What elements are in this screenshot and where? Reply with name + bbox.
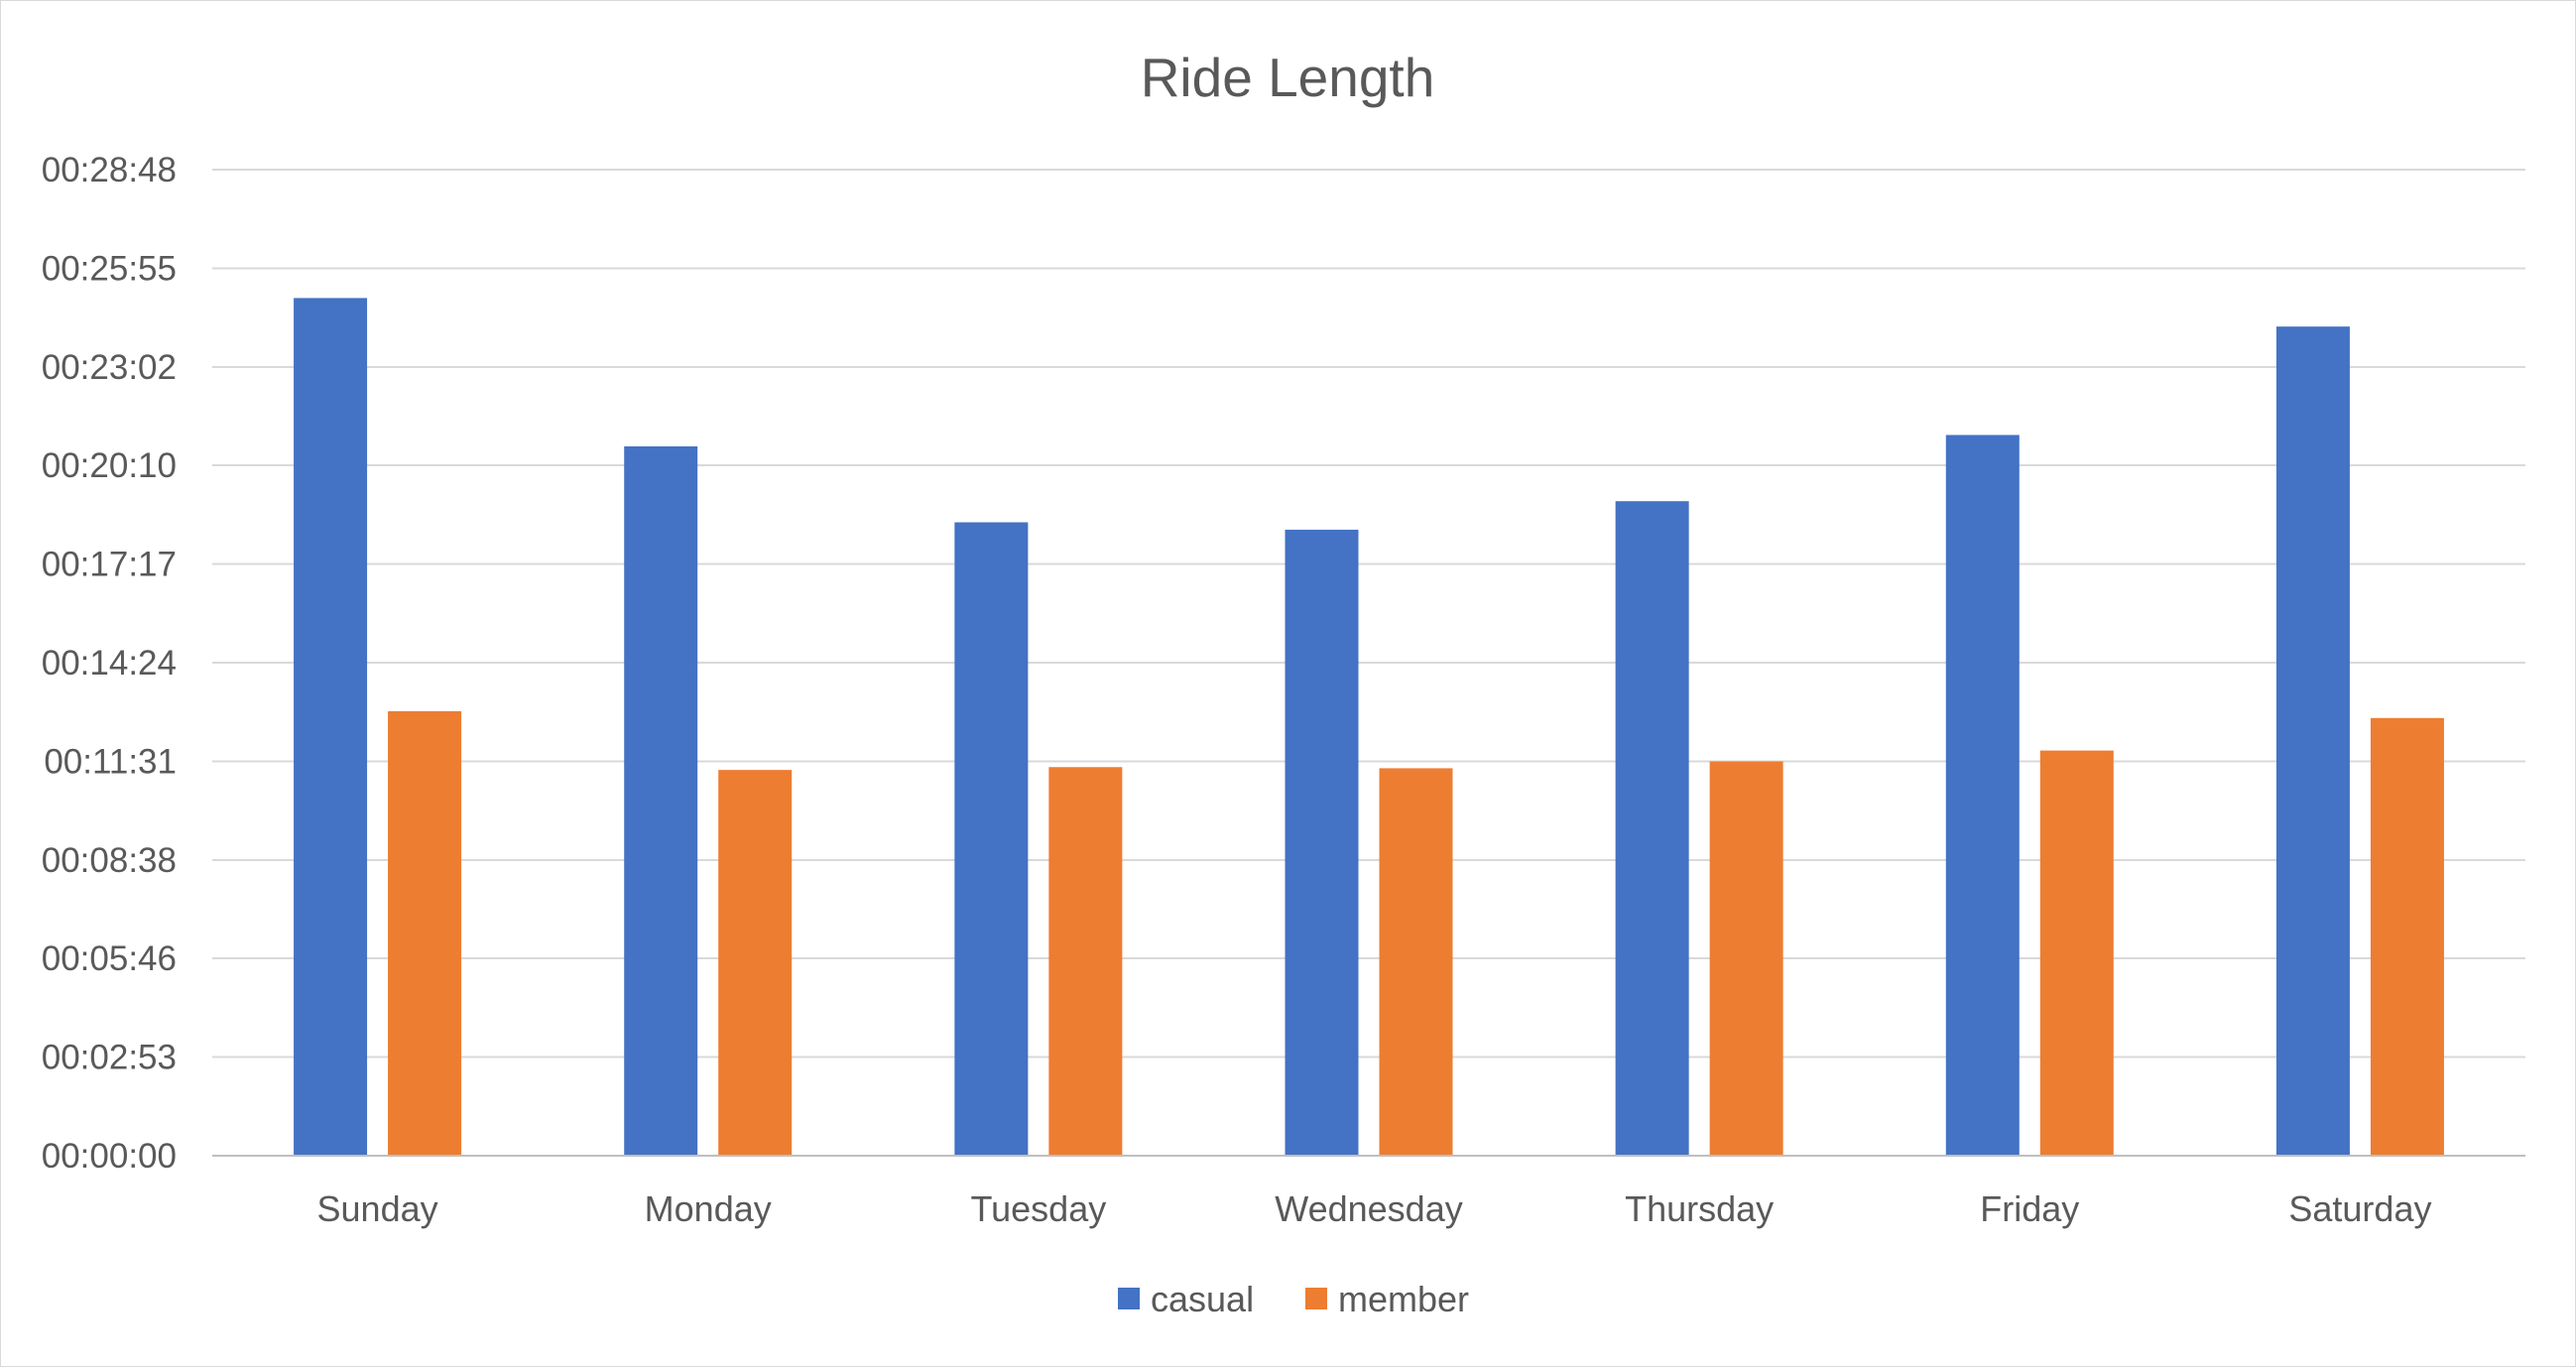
x-category-label: Monday bbox=[645, 1188, 772, 1229]
y-tick-label: 00:00:00 bbox=[42, 1137, 177, 1176]
bar-member-friday bbox=[2039, 750, 2114, 1156]
chart-title: Ride Length bbox=[1141, 47, 1435, 108]
y-tick-label: 00:28:48 bbox=[42, 151, 177, 189]
bars bbox=[294, 298, 2444, 1157]
bar-member-sunday bbox=[388, 710, 462, 1156]
bar-casual-monday bbox=[624, 445, 698, 1156]
x-category-label: Thursday bbox=[1625, 1188, 1774, 1229]
bar-casual-saturday bbox=[2275, 326, 2350, 1156]
x-category-label: Saturday bbox=[2288, 1188, 2431, 1229]
y-tick-label: 00:11:31 bbox=[44, 743, 177, 782]
y-axis-ticks: 00:00:00 00:02:53 00:05:46 00:08:38 00:11:31… bbox=[42, 151, 177, 1176]
y-tick-label: 00:20:10 bbox=[42, 446, 177, 485]
bar-member-monday bbox=[718, 770, 793, 1156]
y-tick-label: 00:08:38 bbox=[42, 841, 177, 880]
bar-casual-tuesday bbox=[954, 522, 1029, 1156]
y-tick-label: 00:23:02 bbox=[42, 348, 177, 387]
bar-member-saturday bbox=[2370, 717, 2444, 1156]
bar-member-tuesday bbox=[1048, 767, 1123, 1156]
legend-label-casual: casual bbox=[1151, 1279, 1254, 1319]
bar-member-thursday bbox=[1709, 761, 1783, 1156]
x-axis-categories: Sunday Monday Tuesday Wednesday Thursday Frid… bbox=[317, 1188, 2432, 1229]
legend-swatch-member bbox=[1305, 1288, 1327, 1309]
gridlines bbox=[212, 169, 2525, 1058]
y-tick-label: 00:14:24 bbox=[42, 644, 177, 683]
bar-casual-wednesday bbox=[1285, 529, 1359, 1156]
legend: casual member bbox=[1118, 1279, 1469, 1319]
y-tick-label: 00:17:17 bbox=[42, 545, 177, 583]
legend-label-member: member bbox=[1338, 1279, 1469, 1319]
bar-casual-friday bbox=[1945, 435, 2020, 1156]
bar-casual-sunday bbox=[294, 298, 368, 1156]
legend-swatch-casual bbox=[1118, 1288, 1140, 1309]
x-category-label: Friday bbox=[1980, 1188, 2079, 1229]
bar-member-wednesday bbox=[1379, 768, 1453, 1156]
x-category-label: Wednesday bbox=[1275, 1188, 1462, 1229]
y-tick-label: 00:02:53 bbox=[42, 1038, 177, 1076]
y-tick-label: 00:25:55 bbox=[42, 250, 177, 289]
y-tick-label: 00:05:46 bbox=[42, 939, 177, 978]
x-category-label: Tuesday bbox=[970, 1188, 1106, 1229]
bar-casual-thursday bbox=[1615, 501, 1689, 1157]
x-category-label: Sunday bbox=[317, 1188, 438, 1229]
